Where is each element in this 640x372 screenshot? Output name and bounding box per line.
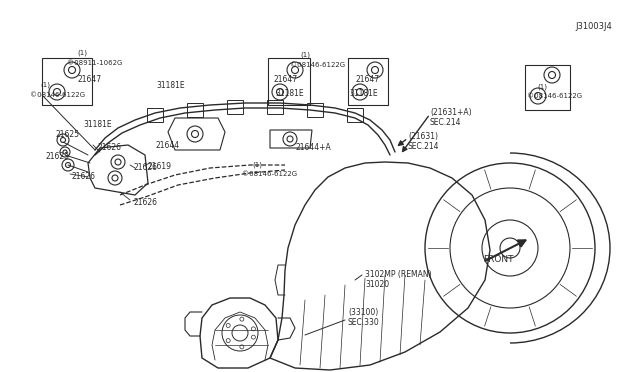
Text: 21623: 21623 — [45, 152, 69, 161]
Text: 21626: 21626 — [133, 163, 157, 172]
Text: 31181E: 31181E — [156, 81, 184, 90]
Text: 3102MP (REMAN): 3102MP (REMAN) — [365, 270, 431, 279]
Text: (1): (1) — [77, 50, 87, 57]
Text: 31181E: 31181E — [275, 89, 303, 98]
Text: 21647: 21647 — [356, 75, 380, 84]
Text: 21619: 21619 — [148, 162, 172, 171]
Text: (1): (1) — [252, 161, 262, 167]
Text: ©08146-6122G: ©08146-6122G — [290, 62, 345, 68]
Text: ©08146-6122G: ©08146-6122G — [242, 171, 297, 177]
Text: 31181E: 31181E — [349, 89, 378, 98]
Text: 31020: 31020 — [365, 280, 389, 289]
Text: (33100): (33100) — [348, 308, 378, 317]
Text: 21647: 21647 — [77, 75, 101, 84]
Text: (21631): (21631) — [408, 132, 438, 141]
Text: ©08911-1062G: ©08911-1062G — [67, 60, 122, 66]
Text: ©08146-6122G: ©08146-6122G — [527, 93, 582, 99]
Text: (1): (1) — [40, 82, 50, 89]
Text: 21626: 21626 — [72, 172, 96, 181]
Text: SEC.330: SEC.330 — [348, 318, 380, 327]
Text: FRONT: FRONT — [483, 255, 513, 264]
Text: 21644: 21644 — [156, 141, 180, 150]
Text: 31181E: 31181E — [83, 120, 111, 129]
Text: SEC.214: SEC.214 — [430, 118, 461, 127]
Text: 21625: 21625 — [55, 130, 79, 139]
Text: ©08146-6122G: ©08146-6122G — [30, 92, 85, 98]
Text: 21647: 21647 — [273, 75, 297, 84]
Text: 21644+A: 21644+A — [295, 143, 331, 152]
Text: 21626: 21626 — [133, 198, 157, 207]
Text: (1): (1) — [537, 83, 547, 90]
Text: J31003J4: J31003J4 — [575, 22, 612, 31]
Text: (1): (1) — [300, 52, 310, 58]
Text: 21626: 21626 — [97, 143, 121, 152]
Text: SEC.214: SEC.214 — [408, 142, 440, 151]
Text: (21631+A): (21631+A) — [430, 108, 472, 117]
